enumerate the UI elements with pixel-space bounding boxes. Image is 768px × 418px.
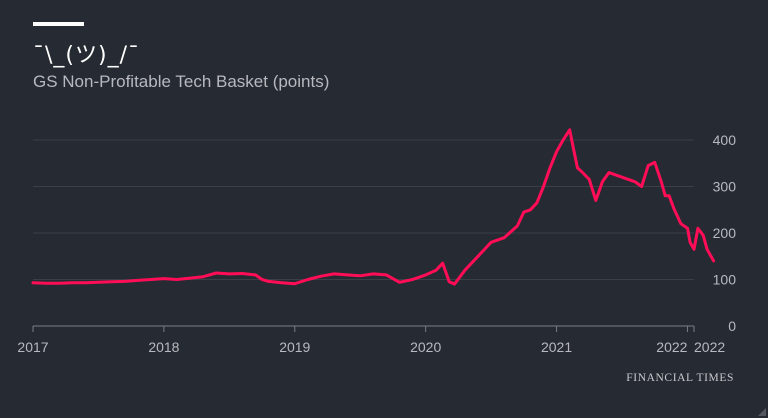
y-tick-label: 300 [713, 179, 737, 195]
y-tick-label: 400 [713, 132, 737, 148]
x-axis: 2017 2018 2019 2020 2021 2022 2022 [17, 325, 725, 355]
resize-handle[interactable] [758, 408, 766, 416]
x-tick-label: 2020 [410, 339, 441, 355]
header-rule [33, 22, 84, 26]
chart-subtitle: GS Non-Profitable Tech Basket (points) [33, 72, 330, 91]
y-tick-labels: 0 100 200 300 400 [713, 132, 737, 334]
series-line [31, 128, 716, 286]
x-tick-label: 2022 [694, 339, 725, 355]
x-tick-label: 2018 [148, 339, 179, 355]
chart-title: ¯\_(ツ)_/¯ [33, 43, 140, 68]
y-tick-label: 0 [728, 318, 736, 334]
y-tick-label: 200 [713, 225, 737, 241]
series-group [31, 128, 716, 286]
x-tick-label: 2021 [541, 339, 572, 355]
x-tick-label: 2017 [17, 339, 48, 355]
source-credit: FINANCIAL TIMES [626, 372, 734, 384]
grid-lines [33, 139, 694, 280]
x-tick-label: 2022 [656, 339, 687, 355]
x-tick-label: 2019 [279, 339, 310, 355]
y-tick-label: 100 [713, 272, 737, 288]
